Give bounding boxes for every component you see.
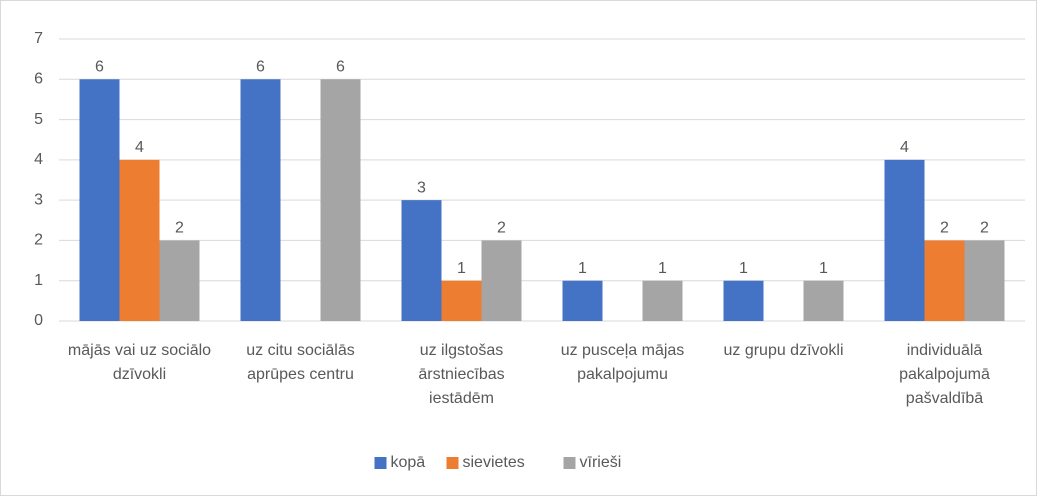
bar <box>803 280 844 321</box>
legend-label: vīrieši <box>580 454 622 471</box>
legend-swatch <box>446 457 459 469</box>
x-tick-label: individuālā pakalpojumā pašvaldībā <box>899 342 990 407</box>
bar <box>119 159 160 321</box>
data-label: 6 <box>95 59 104 76</box>
data-label: 1 <box>739 260 748 277</box>
data-label: 2 <box>175 220 184 237</box>
data-label: 2 <box>940 220 949 237</box>
data-label: 1 <box>578 260 587 277</box>
data-label: 2 <box>497 220 506 237</box>
x-tick-label: uz citu sociālās aprūpes centru <box>246 342 355 383</box>
bar <box>723 280 764 321</box>
y-tick-label: 1 <box>34 272 43 289</box>
legend-swatch <box>563 457 576 469</box>
y-tick-label: 2 <box>34 232 43 249</box>
y-tick-label: 6 <box>34 71 43 88</box>
bar <box>441 280 482 321</box>
data-label: 1 <box>658 260 667 277</box>
bar <box>159 240 200 321</box>
data-label: 6 <box>336 59 345 76</box>
y-tick-label: 0 <box>34 312 43 329</box>
x-tick-label: uz pusceļa mājas pakalpojumu <box>560 342 685 383</box>
legend-label: sievietes <box>463 454 525 471</box>
bar <box>481 240 522 321</box>
legend-swatch <box>374 457 387 469</box>
bar <box>964 240 1005 321</box>
bar <box>240 79 281 322</box>
data-label: 6 <box>256 59 265 76</box>
x-tick-label: uz grupu dzīvokli <box>723 342 844 359</box>
data-label: 1 <box>457 260 466 277</box>
y-tick-label: 4 <box>34 151 43 168</box>
bar <box>642 280 683 321</box>
legend-label: kopā <box>391 454 426 471</box>
data-label: 4 <box>900 139 909 156</box>
bar <box>320 79 361 322</box>
data-label: 1 <box>819 260 828 277</box>
y-tick-label: 7 <box>34 30 43 47</box>
data-label: 3 <box>417 179 426 196</box>
x-tick-label: uz ilgstošas ārstniecības iestādēm <box>418 342 505 407</box>
x-tick-label: mājās vai uz sociālo dzīvokli <box>67 342 212 383</box>
bar <box>924 240 965 321</box>
bar <box>884 159 925 321</box>
data-label: 2 <box>980 220 989 237</box>
bar <box>562 280 603 321</box>
y-tick-label: 5 <box>34 111 43 128</box>
bar <box>401 200 442 321</box>
y-tick-label: 3 <box>34 191 43 208</box>
data-label: 4 <box>135 139 144 156</box>
bar <box>79 79 120 322</box>
